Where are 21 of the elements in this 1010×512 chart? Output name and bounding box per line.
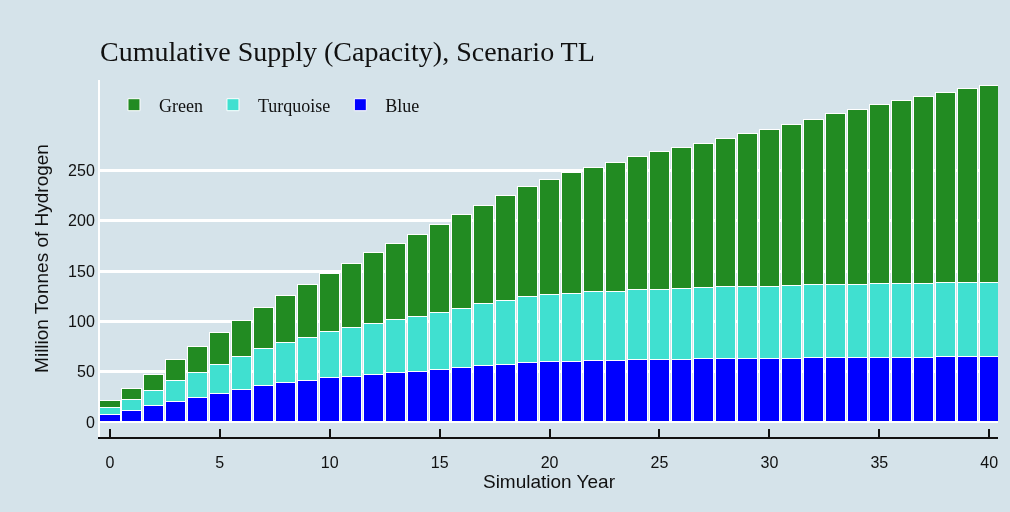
legend-label: Blue (385, 95, 420, 116)
x-tick-label: 0 (105, 454, 115, 472)
y-tick-label: 50 (77, 363, 95, 381)
x-tick-label: 5 (215, 454, 225, 472)
chart-title: Cumulative Supply (Capacity), Scenario TL (100, 36, 595, 67)
x-tick-label: 10 (320, 454, 339, 472)
x-tick-label: 40 (980, 454, 999, 472)
x-tick-label: 15 (430, 454, 449, 472)
x-tick-label: 30 (760, 454, 779, 472)
y-tick-label: 250 (68, 162, 95, 180)
y-axis-title: Million Tonnes of Hydrogen (31, 144, 53, 373)
y-tick-label: 150 (68, 262, 95, 280)
x-tick-label: 35 (870, 454, 889, 472)
legend-label: Turquoise (257, 95, 331, 116)
x-tick-label: 20 (540, 454, 559, 472)
y-tick-label: 100 (68, 312, 95, 330)
legend-label: Green (158, 95, 203, 116)
x-axis-title: Simulation Year (482, 471, 616, 493)
x-tick-label: 25 (650, 454, 669, 472)
y-tick-label: 200 (68, 212, 95, 230)
y-tick-label: 0 (85, 413, 95, 431)
